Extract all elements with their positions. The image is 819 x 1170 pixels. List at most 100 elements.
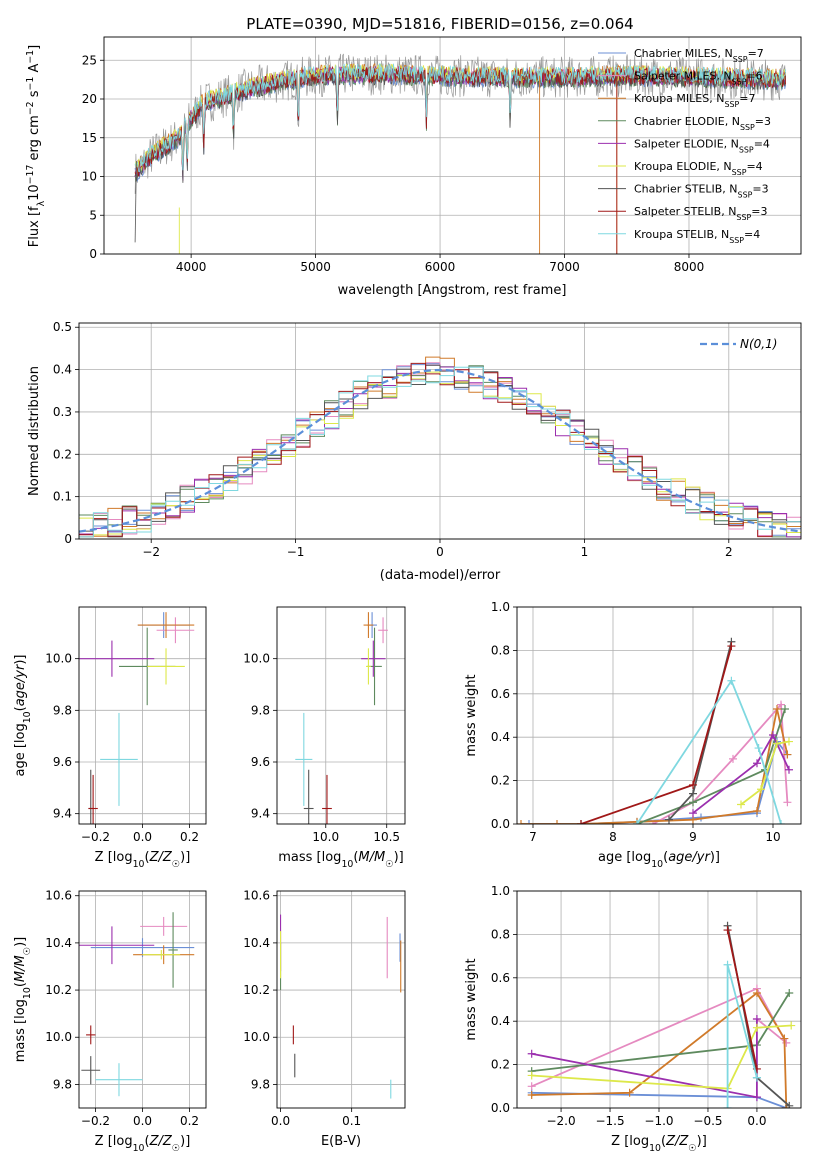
- y-tick-label: 9.4: [251, 807, 270, 821]
- data-point: [729, 754, 737, 763]
- x-tick-label: 10: [765, 830, 780, 844]
- y-tick-label: 9.8: [53, 703, 72, 717]
- plot-area-mass_vs_EBV: [280, 914, 402, 1099]
- y-tick-label: 9.8: [251, 703, 270, 717]
- x-tick-label: 0.0: [271, 1114, 290, 1128]
- x-tick-label: −0.2: [81, 1114, 110, 1128]
- axes-frame: [103, 36, 802, 255]
- y-tick-label: 0.0: [491, 817, 510, 831]
- x-tick-label: −0.5: [693, 1114, 722, 1128]
- x-tick-label: −1.5: [595, 1114, 624, 1128]
- y-axis-label: Flux [fλ10−17 erg cm−2 s−1 A−1]: [25, 45, 47, 247]
- y-tick-label: 0.4: [491, 730, 510, 744]
- series-line: [692, 733, 790, 814]
- y-tick-label: 15: [82, 131, 97, 145]
- normal-curve: [79, 368, 801, 533]
- y-tick-label: 10.0: [45, 1030, 72, 1044]
- data-point: [752, 1073, 761, 1082]
- plot-area-residuals: [79, 356, 801, 538]
- x-tick-label: 8000: [674, 260, 705, 274]
- data-point: [723, 926, 732, 935]
- y-tick-label: 0.2: [53, 447, 72, 461]
- data-point: [527, 1049, 536, 1058]
- y-tick-label: 5: [89, 208, 97, 222]
- plot-area-age_vs_Z: [79, 612, 195, 824]
- data-point: [777, 820, 785, 824]
- y-tick-label: 9.8: [53, 1077, 72, 1091]
- data-point: [723, 960, 732, 969]
- data-point: [787, 1021, 796, 1030]
- data-point: [689, 780, 697, 789]
- y-tick-label: 10.6: [243, 889, 270, 903]
- data-point: [723, 1104, 732, 1108]
- data-point: [780, 1034, 789, 1043]
- y-tick-label: 1.0: [491, 600, 510, 614]
- plot-area-mw_vs_Z: [527, 921, 796, 1108]
- x-tick-label: 0.0: [747, 1114, 766, 1128]
- data-point: [752, 1015, 761, 1024]
- histogram-step: [79, 366, 801, 538]
- data-point: [727, 642, 736, 651]
- x-tick-label: −2.0: [546, 1114, 575, 1128]
- y-tick-label: 10.0: [243, 1030, 270, 1044]
- spectrum-spike: [134, 160, 137, 243]
- y-tick-label: 0.8: [491, 643, 510, 657]
- legend-entry: Chabrier MILES, NSSP=7: [634, 47, 764, 64]
- y-tick-label: 10.0: [243, 652, 270, 666]
- axes-frame: [276, 606, 406, 825]
- y-tick-label: 10.2: [45, 983, 72, 997]
- x-tick-label: 5000: [300, 260, 331, 274]
- plot-area-mw_vs_age: [517, 637, 793, 824]
- y-tick-label: 0.6: [491, 971, 510, 985]
- x-tick-label: 7000: [549, 260, 580, 274]
- series-line: [580, 645, 733, 824]
- legend-entry: Chabrier ELODIE, NSSP=3: [634, 115, 771, 132]
- x-tick-label: 0.2: [180, 830, 199, 844]
- axes-age_vs_Z: −0.2 0.0 0.2 9.4 9.6 9.8 10.0 Z [log10(Z/Z☉)] ag…: [13, 606, 207, 870]
- data-point: [553, 820, 561, 824]
- series-line: [531, 992, 790, 1072]
- x-axis-label: mass [log10(M/M☉)]: [278, 850, 404, 870]
- y-tick-label: 10.6: [45, 889, 72, 903]
- y-tick-label: 0.8: [491, 927, 510, 941]
- axes-frame: [516, 606, 802, 825]
- x-tick-label: 0: [436, 545, 444, 559]
- x-tick-label: 2: [725, 545, 733, 559]
- x-tick-label: 4000: [176, 260, 207, 274]
- axes-frame: [516, 890, 802, 1109]
- legend: Chabrier MILES, NSSP=7 Salpeter MILES, NS…: [598, 47, 771, 244]
- data-point: [527, 1071, 536, 1080]
- y-axis-label: mass [log10(M/M☉)]: [13, 937, 33, 1063]
- data-point: [785, 737, 793, 746]
- plot-area-age_vs_mass: [295, 612, 388, 824]
- data-point: [625, 1088, 634, 1097]
- axes-mw_vs_age: 7 8 9 10 0.0 0.2 0.4 0.6 0.8 1.0 age [log10(age/yr…: [464, 600, 802, 870]
- data-point: [785, 1101, 794, 1108]
- y-tick-label: 10.4: [243, 936, 270, 950]
- data-point: [633, 820, 641, 824]
- y-tick-label: 9.4: [53, 807, 72, 821]
- series-line: [726, 925, 790, 1107]
- y-tick-label: 0.4: [53, 363, 72, 377]
- axes-residuals: −2 −1 0 1 2 0 0.1 0.2 0.3 0.4 0.5 (data-model)/erro…: [27, 320, 802, 583]
- legend-entry: Kroupa ELODIE, NSSP=4: [634, 160, 763, 177]
- data-point: [769, 731, 777, 740]
- x-tick-label: −2: [142, 545, 160, 559]
- legend-entry: N(0,1): [740, 337, 777, 351]
- x-tick-label: −1.0: [644, 1114, 673, 1128]
- x-tick-label: −1: [287, 545, 305, 559]
- plot-area-spectrum: [134, 53, 786, 254]
- y-tick-label: 25: [82, 53, 97, 67]
- legend-entry: Kroupa STELIB, NSSP=4: [634, 228, 760, 245]
- y-tick-label: 9.6: [53, 755, 72, 769]
- y-tick-label: 10: [82, 170, 97, 184]
- legend-entry: Kroupa MILES, NSSP=7: [634, 92, 755, 109]
- axes-mass_vs_Z: −0.2 0.0 0.2 9.8 10.0 10.2 10.4 10.6 Z [log10(Z/…: [13, 889, 207, 1154]
- y-tick-label: 0.4: [491, 1014, 510, 1028]
- x-tick-label: 0.1: [342, 1114, 361, 1128]
- series-line: [636, 678, 782, 824]
- y-axis-label: Normed distribution: [27, 366, 42, 496]
- data-point: [665, 815, 673, 824]
- data-point: [525, 820, 533, 824]
